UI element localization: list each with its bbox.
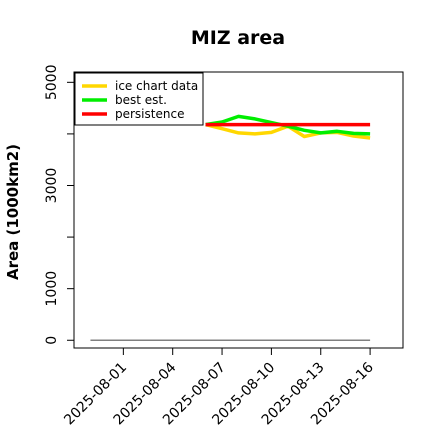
- y-tick-label: 5000: [44, 64, 60, 100]
- legend-label: ice chart data: [115, 79, 198, 93]
- legend-label: persistence: [115, 107, 184, 121]
- y-tick-label: 1000: [44, 271, 60, 307]
- plot-frame: [73, 71, 404, 349]
- legend-label: best est.: [115, 93, 167, 107]
- y-tick-label: 0: [44, 336, 60, 345]
- chart-title: MIZ area: [191, 27, 285, 49]
- y-tick-label: 3000: [44, 168, 60, 204]
- y-axis-label: Area (1000km2): [4, 144, 22, 280]
